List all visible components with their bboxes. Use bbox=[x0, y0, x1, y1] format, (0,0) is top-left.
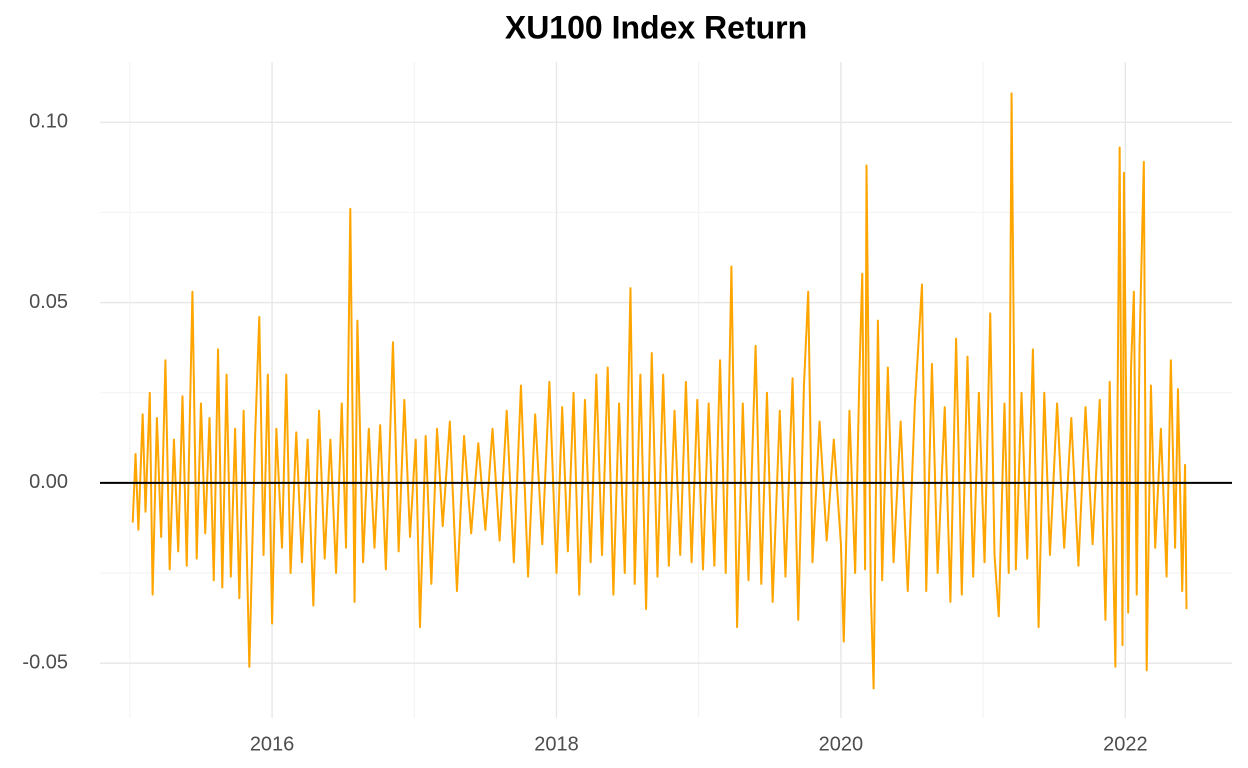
y-tick-label: 0.10 bbox=[29, 111, 68, 133]
series-line bbox=[131, 92, 1188, 690]
chart-title: XU100 Index Return bbox=[505, 9, 807, 45]
x-tick-label: 2016 bbox=[250, 733, 295, 755]
y-tick-label: 0.05 bbox=[29, 291, 68, 313]
x-tick-label: 2022 bbox=[1103, 733, 1148, 755]
y-tick-label: -0.05 bbox=[22, 651, 68, 673]
y-tick-label: 0.00 bbox=[29, 471, 68, 493]
x-tick-label: 2018 bbox=[534, 733, 579, 755]
x-tick-label: 2020 bbox=[819, 733, 864, 755]
